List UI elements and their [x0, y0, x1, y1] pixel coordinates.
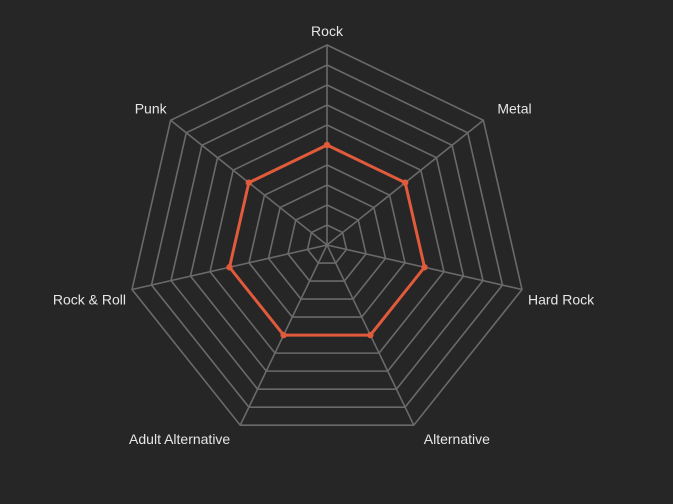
axis-labels: Rock Metal Hard Rock Alternative Adult Alter…	[53, 23, 595, 447]
data-point-rock-roll[interactable]	[226, 264, 233, 271]
grid-ring-3	[267, 184, 387, 300]
axis-label-4: Adult Alternative	[129, 431, 230, 447]
data-point-adult-alternative[interactable]	[280, 331, 287, 339]
axis-label-2: Hard Rock	[528, 292, 595, 308]
axis-label-5: Rock & Roll	[53, 292, 126, 308]
axis-label-0: Rock	[311, 23, 344, 39]
grid-ring-7	[189, 104, 465, 372]
radar-series	[226, 141, 428, 339]
grid-ring-1	[306, 224, 348, 264]
axis-label-3: Alternative	[424, 431, 490, 447]
grid-ring-10	[131, 44, 523, 426]
grid-ring-2	[287, 204, 367, 282]
data-point-hard-rock[interactable]	[421, 264, 428, 271]
grid-ring-8	[170, 84, 484, 390]
grid-ring-9	[150, 64, 504, 408]
data-point-punk[interactable]	[245, 179, 253, 186]
axis-label-6: Punk	[135, 100, 168, 116]
radar-grid	[131, 44, 523, 426]
grid-ring-4	[248, 164, 406, 318]
data-point-alternative[interactable]	[367, 331, 374, 339]
data-point-rock[interactable]	[323, 141, 331, 149]
data-point-metal[interactable]	[401, 179, 409, 186]
series-line-0	[228, 143, 426, 337]
grid-ring-6	[209, 124, 445, 354]
axis-label-1: Metal	[497, 100, 531, 116]
